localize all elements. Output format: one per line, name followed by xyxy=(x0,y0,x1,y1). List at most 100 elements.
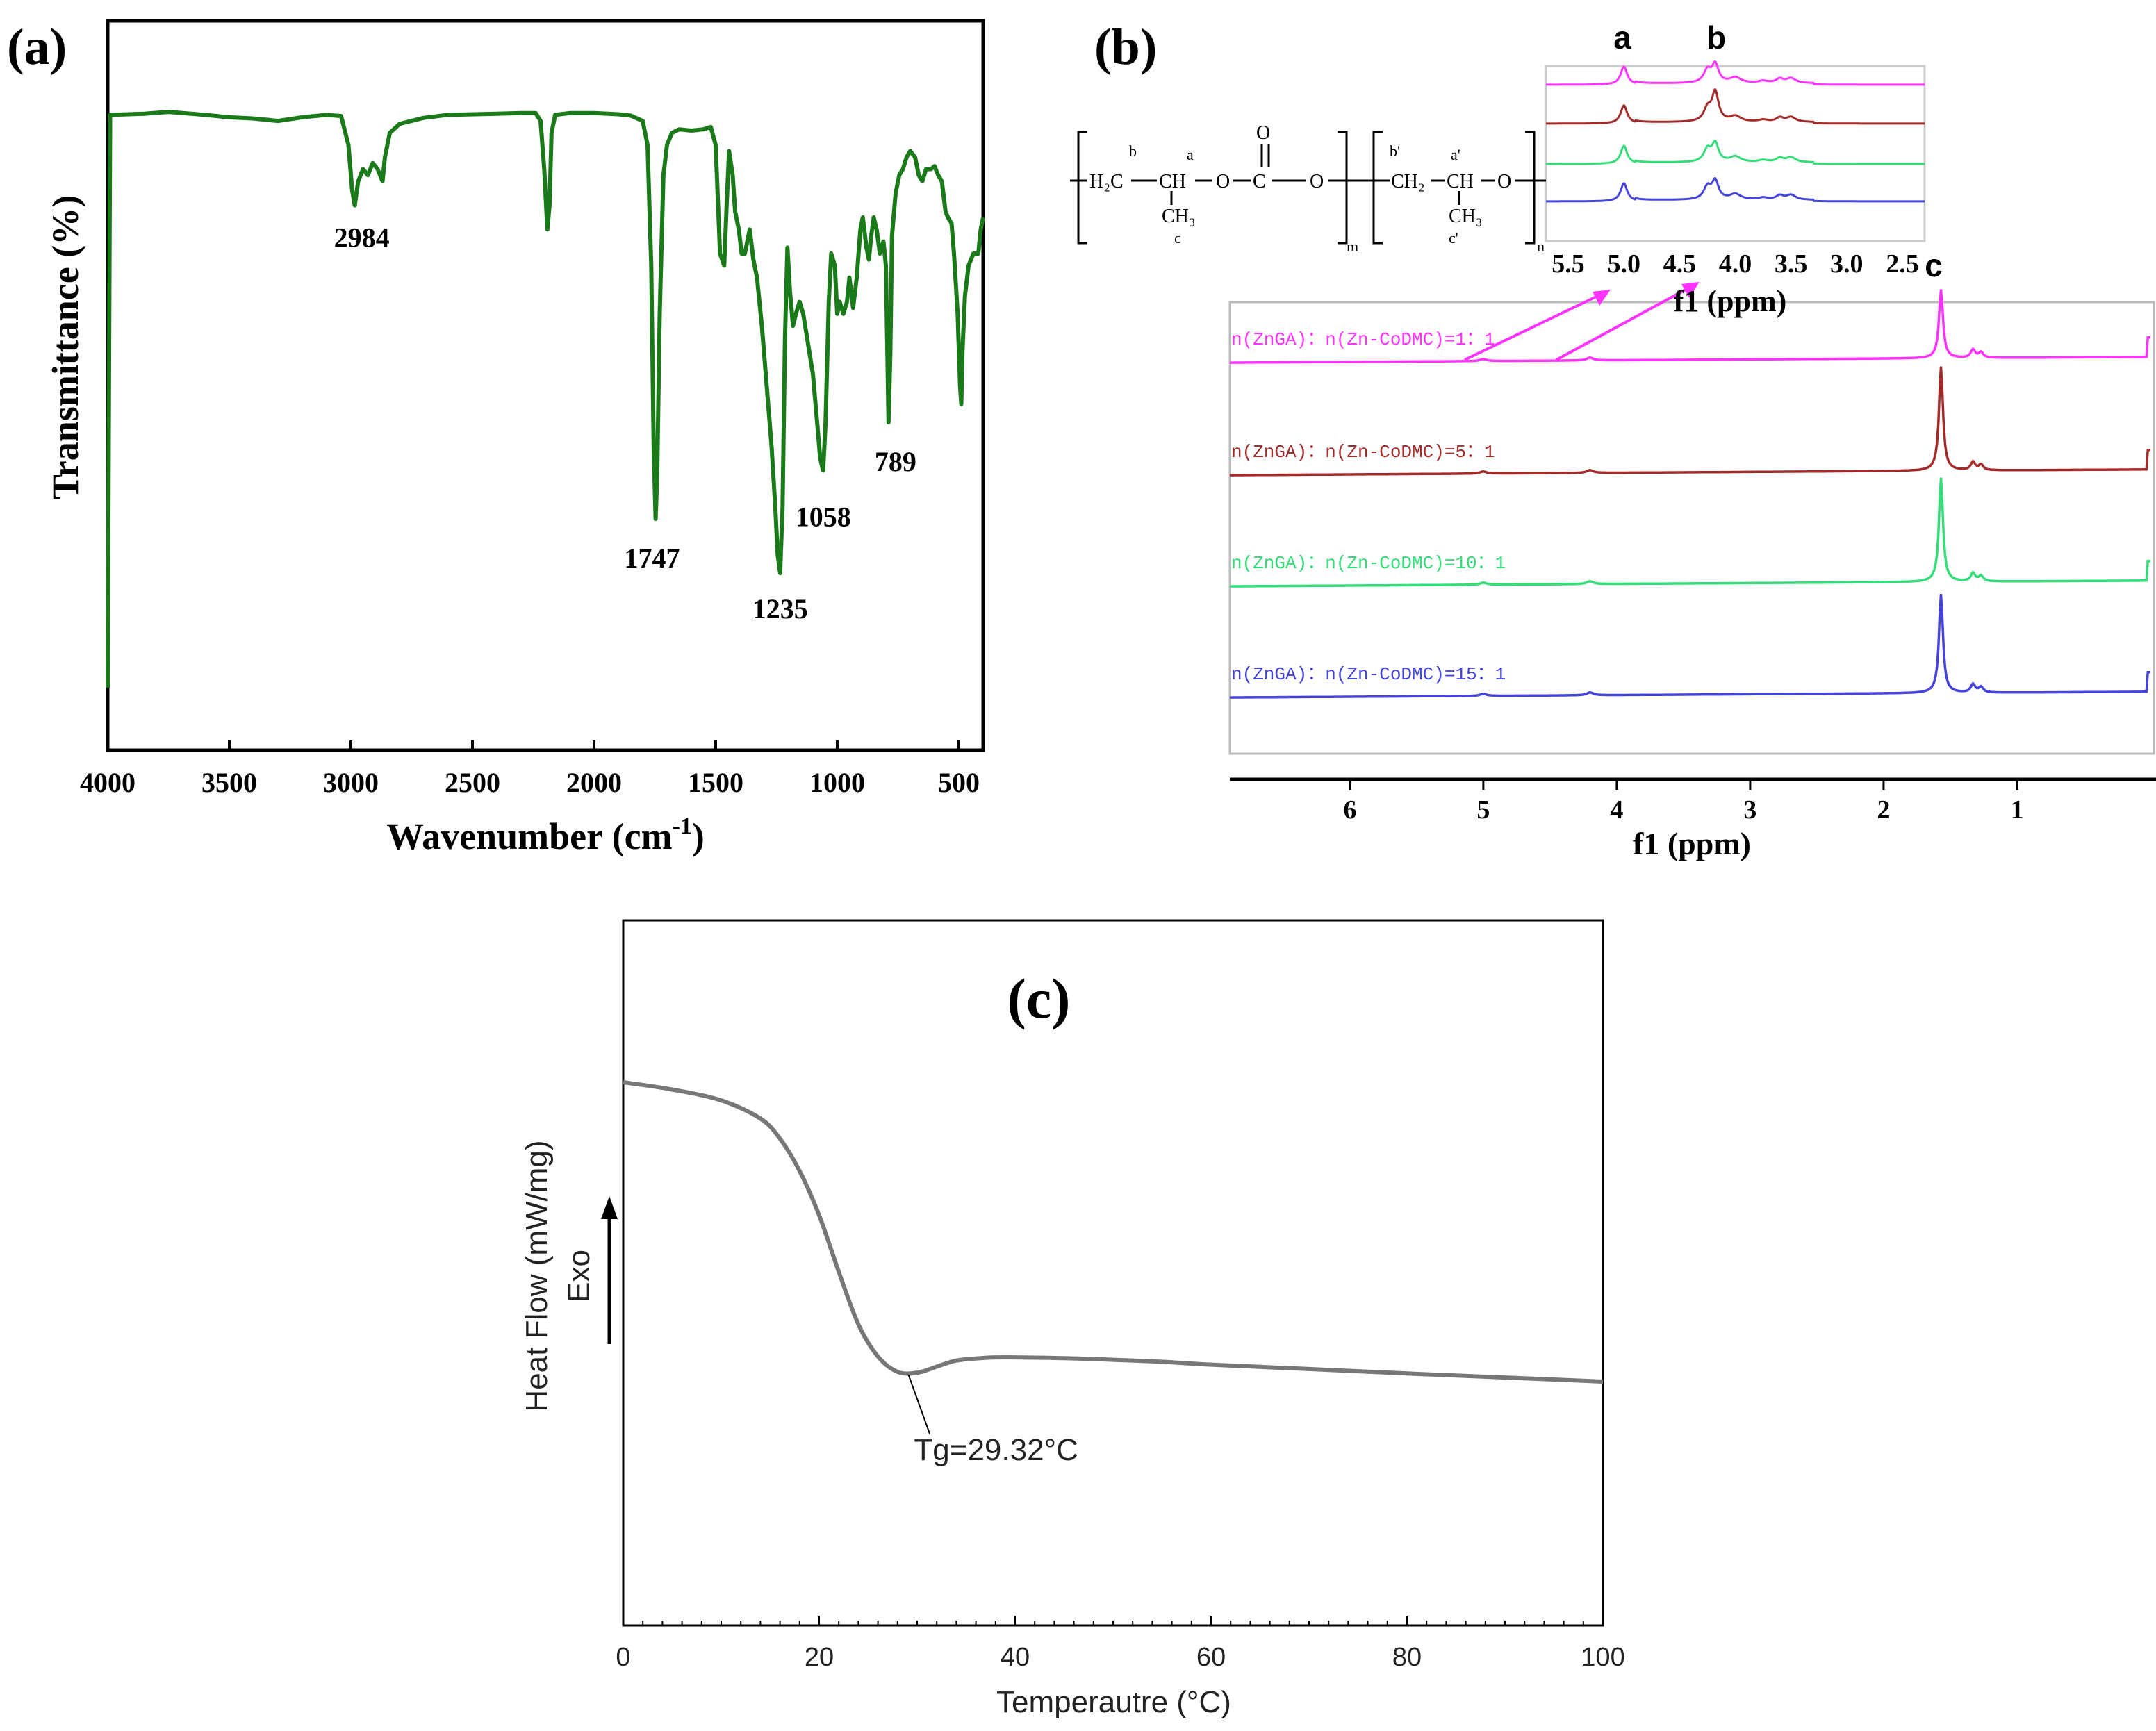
panel-a-x-tick-label: 2500 xyxy=(445,767,500,798)
panel-a-xlabel: Wavenumber (cm-1) xyxy=(386,813,705,857)
panel-b-inset-spectrum-line xyxy=(1546,177,1925,203)
panel-b-inset-spectrum-line xyxy=(1546,88,1925,125)
panel-c-x-tick-label: 40 xyxy=(1001,1643,1030,1672)
structure-bracket-2-left xyxy=(1372,131,1383,245)
structure-bracket-1-right xyxy=(1338,131,1348,245)
panel-a-peak-label: 1058 xyxy=(796,502,851,533)
panel-b-inset-spectra xyxy=(1546,60,1925,203)
panel-b-spectrum-line xyxy=(1230,594,2150,699)
panel-b-spectrum-line xyxy=(1230,477,2150,588)
structure-o2: O xyxy=(1310,171,1324,192)
panel-a-x-tick-label: 1000 xyxy=(809,767,865,798)
structure-ch: CH xyxy=(1159,171,1186,192)
panel-b-polymer-structure: H₂C b CH a CH₃ c O C O O m CH₂ b' CH a' xyxy=(1070,122,1546,255)
panel-c-label: (c) xyxy=(1007,967,1070,1030)
panel-b-plot-frame xyxy=(1228,301,2155,755)
panel-b-inset-x-tick-label: 4.0 xyxy=(1719,249,1752,279)
panel-b-peak-label-a: a xyxy=(1613,19,1631,56)
structure-o3: O xyxy=(1497,171,1511,192)
panel-c-exo-label: Exo xyxy=(562,1250,596,1302)
panel-b-inset-arrows xyxy=(1464,282,1700,361)
panel-a-x-tick-label: 500 xyxy=(938,767,980,798)
panel-a-x-tick-label: 2000 xyxy=(566,767,622,798)
panel-b-xlabel: f1 (ppm) xyxy=(1633,826,1751,861)
panel-a-x-tick-label: 4000 xyxy=(80,767,135,798)
panel-b-x-tick-label: 6 xyxy=(1343,795,1356,825)
panel-b-x-tick-label: 5 xyxy=(1476,795,1490,825)
panel-b-inset-frame xyxy=(1545,65,1926,242)
structure-ch-b: CH xyxy=(1447,171,1474,192)
structure-subscript-m: m xyxy=(1347,238,1358,255)
panel-a-ftir-series-line xyxy=(106,110,985,688)
panel-b-spectrum-line xyxy=(1230,289,2150,364)
structure-subscript-n: n xyxy=(1537,238,1545,255)
structure-carbonyl-o: O xyxy=(1256,122,1270,144)
panel-b-series-label: n(ZnGA)：n(Zn-CoDMC)=10：1 xyxy=(1231,553,1506,574)
panel-b-inset-spectrum-line xyxy=(1546,140,1925,165)
panel-b-spectrum-line xyxy=(1230,366,2150,477)
panel-b-arrow-a-head xyxy=(1593,290,1611,306)
panel-b-inset-xlabel: f1 (ppm) xyxy=(1674,284,1787,318)
panel-b-inset-x-tick-label: 3.0 xyxy=(1830,249,1863,279)
panel-b-series-label: n(ZnGA)：n(Zn-CoDMC)=15：1 xyxy=(1231,664,1506,685)
panel-b-inset-x-axis: 5.5 5.0 4.5 4.0 3.5 3.0 2.5 xyxy=(1552,249,1918,279)
structure-bracket-1-left xyxy=(1077,131,1087,245)
panel-b-inset-x-tick-label: 2.5 xyxy=(1886,249,1919,279)
panel-b-spectra: n(ZnGA)：n(Zn-CoDMC)=1：1 n(ZnGA)：n(Zn-CoDM… xyxy=(1230,289,2150,699)
structure-label-c-prime: c' xyxy=(1449,229,1458,247)
panel-b-arrow-a xyxy=(1464,292,1604,361)
panel-b-x-tick-label: 2 xyxy=(1877,795,1890,825)
structure-h2c: H₂C xyxy=(1089,171,1124,192)
panel-b: (b) 6 5 4 3 2 1 f1 (ppm) n(ZnGA)：n(Zn-CoDMC)=… xyxy=(1070,19,2156,861)
panel-a-peak-label: 2984 xyxy=(334,222,390,254)
panel-b-peak-label-c: c xyxy=(1925,247,1943,283)
panel-a-peak-label: 1747 xyxy=(625,543,680,574)
structure-label-a: a xyxy=(1187,146,1194,163)
structure-ch2: CH₂ xyxy=(1391,171,1425,192)
panel-b-x-tick-label: 1 xyxy=(2010,795,2023,825)
panel-a: (a) 4000 3500 3000 2500 2000 1500 1000 500 Wave… xyxy=(7,19,985,857)
structure-bracket-2-right xyxy=(1525,131,1536,245)
panel-b-inset-spectrum-line xyxy=(1546,60,1925,86)
panel-b-series-label: n(ZnGA)：n(Zn-CoDMC)=5：1 xyxy=(1231,442,1495,463)
panel-c-tg-leader-line xyxy=(907,1374,931,1435)
structure-label-b-prime: b' xyxy=(1390,142,1400,160)
panel-a-ylabel: Transmittance (%) xyxy=(44,195,86,499)
structure-label-a-prime: a' xyxy=(1451,146,1460,163)
panel-a-peak-annotations: 2984 1747 1235 1058 789 xyxy=(334,222,916,624)
panel-c-plot-frame xyxy=(622,919,1604,1627)
panel-b-x-tick-label: 4 xyxy=(1610,795,1623,825)
panel-b-inset-x-tick-label: 4.5 xyxy=(1663,249,1697,279)
panel-a-x-tick-label: 3500 xyxy=(201,767,257,798)
panel-c-xlabel: Temperautre (°C) xyxy=(996,1685,1231,1719)
panel-b-inset-x-tick-label: 5.5 xyxy=(1552,249,1585,279)
panel-c-x-tick-label: 80 xyxy=(1392,1643,1422,1672)
panel-b-label: (b) xyxy=(1094,19,1157,76)
panel-c: (c) 0 20 40 60 80 100 Temperautre (°C) Heat F… xyxy=(520,919,1625,1719)
panel-c-x-tick-label: 100 xyxy=(1581,1643,1624,1672)
panel-b-x-axis: 6 5 4 3 2 1 xyxy=(1343,779,2023,825)
panel-b-inset-x-tick-label: 3.5 xyxy=(1775,249,1808,279)
panel-a-x-axis: 4000 3500 3000 2500 2000 1500 1000 500 xyxy=(80,740,980,798)
structure-label-b: b xyxy=(1129,142,1137,160)
panel-b-arrow-b-head xyxy=(1681,282,1700,298)
panel-c-tg-annotation: Tg=29.32°C xyxy=(914,1433,1078,1467)
panel-a-label: (a) xyxy=(7,19,67,76)
panel-b-inset-x-tick-label: 5.0 xyxy=(1607,249,1640,279)
panel-a-peak-label: 789 xyxy=(875,446,916,477)
panel-a-x-tick-label: 1500 xyxy=(688,767,743,798)
structure-label-c: c xyxy=(1174,229,1181,247)
panel-b-series-label: n(ZnGA)：n(Zn-CoDMC)=1：1 xyxy=(1231,329,1495,350)
structure-ch3: CH₃ xyxy=(1162,206,1196,227)
panel-a-x-tick-label: 3000 xyxy=(323,767,379,798)
panel-c-ylabel: Heat Flow (mW/mg) xyxy=(520,1140,554,1411)
panel-a-peak-label: 1235 xyxy=(752,593,808,624)
panel-c-x-tick-label: 20 xyxy=(805,1643,834,1672)
panel-c-x-axis: 0 20 40 60 80 100 xyxy=(616,1616,1625,1672)
structure-o1: O xyxy=(1216,171,1230,192)
panel-a-plot-frame xyxy=(106,19,985,752)
panel-c-dsc-series-line xyxy=(623,1080,1604,1384)
panel-c-x-tick-label: 0 xyxy=(616,1643,630,1672)
panel-b-peak-label-b: b xyxy=(1706,19,1726,56)
